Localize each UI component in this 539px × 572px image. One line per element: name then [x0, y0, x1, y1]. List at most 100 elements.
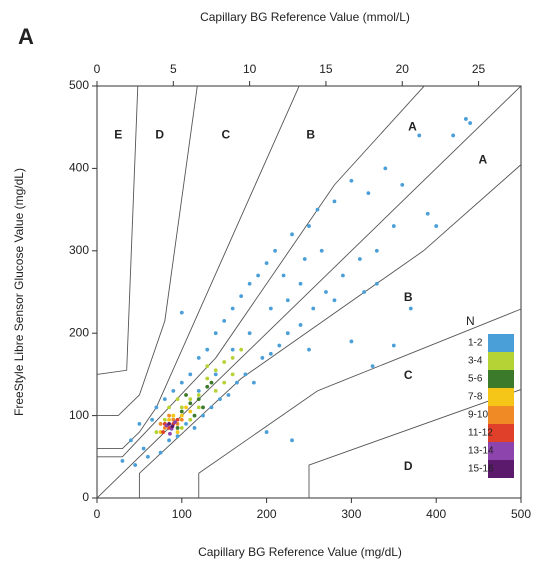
x-axis-title: Capillary BG Reference Value (mg/dL) [198, 545, 402, 559]
data-point [161, 430, 166, 434]
data-point [213, 368, 218, 373]
legend-label: 9-10 [468, 410, 488, 421]
zone-label: C [222, 128, 231, 142]
data-point [408, 306, 413, 311]
data-point [370, 364, 375, 369]
data-point [264, 261, 269, 266]
y-tick-label: 0 [82, 490, 89, 504]
x-tick-label: 500 [511, 507, 531, 521]
data-point [226, 393, 231, 397]
data-point [235, 380, 239, 385]
data-point [188, 409, 193, 414]
data-point [175, 430, 180, 434]
zone-label: D [155, 128, 164, 142]
data-point [167, 405, 171, 410]
data-point [137, 421, 142, 426]
data-point [162, 397, 167, 402]
zone-boundary [97, 86, 425, 458]
data-point [154, 405, 159, 410]
data-point [374, 248, 379, 253]
x2-tick-label: 5 [170, 62, 177, 76]
data-point [213, 388, 218, 393]
data-point [158, 450, 163, 455]
data-point [383, 166, 388, 171]
data-point [171, 413, 176, 418]
data-point [468, 121, 473, 125]
data-point [141, 446, 146, 451]
data-point [273, 248, 277, 253]
zone-boundary [198, 308, 521, 498]
data-point [230, 372, 235, 377]
data-point [425, 211, 430, 216]
data-point [218, 397, 222, 402]
x2-tick-label: 20 [396, 62, 410, 76]
data-point [168, 431, 172, 436]
data-point [201, 413, 205, 418]
data-point [133, 463, 138, 467]
y-axis-title: FreeStyle Libre Sensor Glucose Value (mg… [12, 168, 26, 416]
data-point [298, 323, 303, 327]
legend-swatch [488, 334, 514, 352]
data-point [167, 421, 171, 426]
x-tick-label: 300 [341, 507, 361, 521]
data-point [357, 257, 362, 261]
data-point [184, 393, 188, 397]
data-point [230, 347, 235, 352]
data-point [175, 417, 180, 422]
data-point [298, 281, 303, 286]
data-point [171, 388, 176, 393]
data-point [332, 298, 337, 303]
zone-boundary [97, 86, 521, 498]
data-point [417, 133, 422, 138]
data-point [315, 207, 320, 212]
data-point [251, 380, 256, 385]
data-point [167, 438, 171, 443]
zone-boundary [97, 86, 198, 417]
data-point [268, 306, 273, 311]
data-point [222, 360, 227, 364]
x-tick-label: 200 [257, 507, 277, 521]
data-point [434, 224, 439, 228]
data-point [205, 364, 210, 369]
data-point [196, 405, 201, 410]
y-tick-label: 500 [69, 78, 89, 92]
data-point [247, 331, 252, 336]
data-point [184, 421, 188, 426]
data-point [209, 405, 214, 410]
legend-swatch [488, 352, 514, 370]
legend-swatch [488, 460, 514, 478]
legend-label: 13-14 [468, 446, 494, 457]
zone-boundary [138, 164, 521, 498]
zone-label: C [404, 368, 413, 382]
x-tick-label: 100 [172, 507, 192, 521]
data-point [230, 356, 235, 360]
zone-label: B [404, 290, 413, 304]
legend-swatch [488, 370, 514, 388]
data-point [192, 413, 197, 418]
y-tick-label: 300 [69, 243, 89, 257]
data-point [307, 224, 311, 228]
data-point [341, 273, 345, 278]
data-point [205, 376, 210, 381]
data-point [192, 426, 197, 430]
data-point [281, 273, 286, 278]
data-point [205, 347, 210, 352]
data-point [222, 380, 227, 385]
zone-label: E [114, 128, 122, 142]
legend-swatch [488, 424, 514, 442]
data-point [129, 438, 133, 443]
data-point [307, 347, 311, 352]
data-point [158, 421, 163, 426]
data-point [205, 384, 210, 389]
data-point [247, 281, 252, 286]
data-point [239, 347, 244, 352]
data-point [184, 405, 188, 410]
legend-label: 15-16 [468, 464, 494, 475]
zone-boundary [308, 389, 521, 498]
legend-swatch [488, 442, 514, 460]
legend-label: 1-2 [468, 338, 483, 349]
data-point [196, 388, 201, 393]
x-tick-label: 0 [94, 507, 101, 521]
data-point [188, 401, 193, 406]
x2-tick-label: 10 [243, 62, 257, 76]
